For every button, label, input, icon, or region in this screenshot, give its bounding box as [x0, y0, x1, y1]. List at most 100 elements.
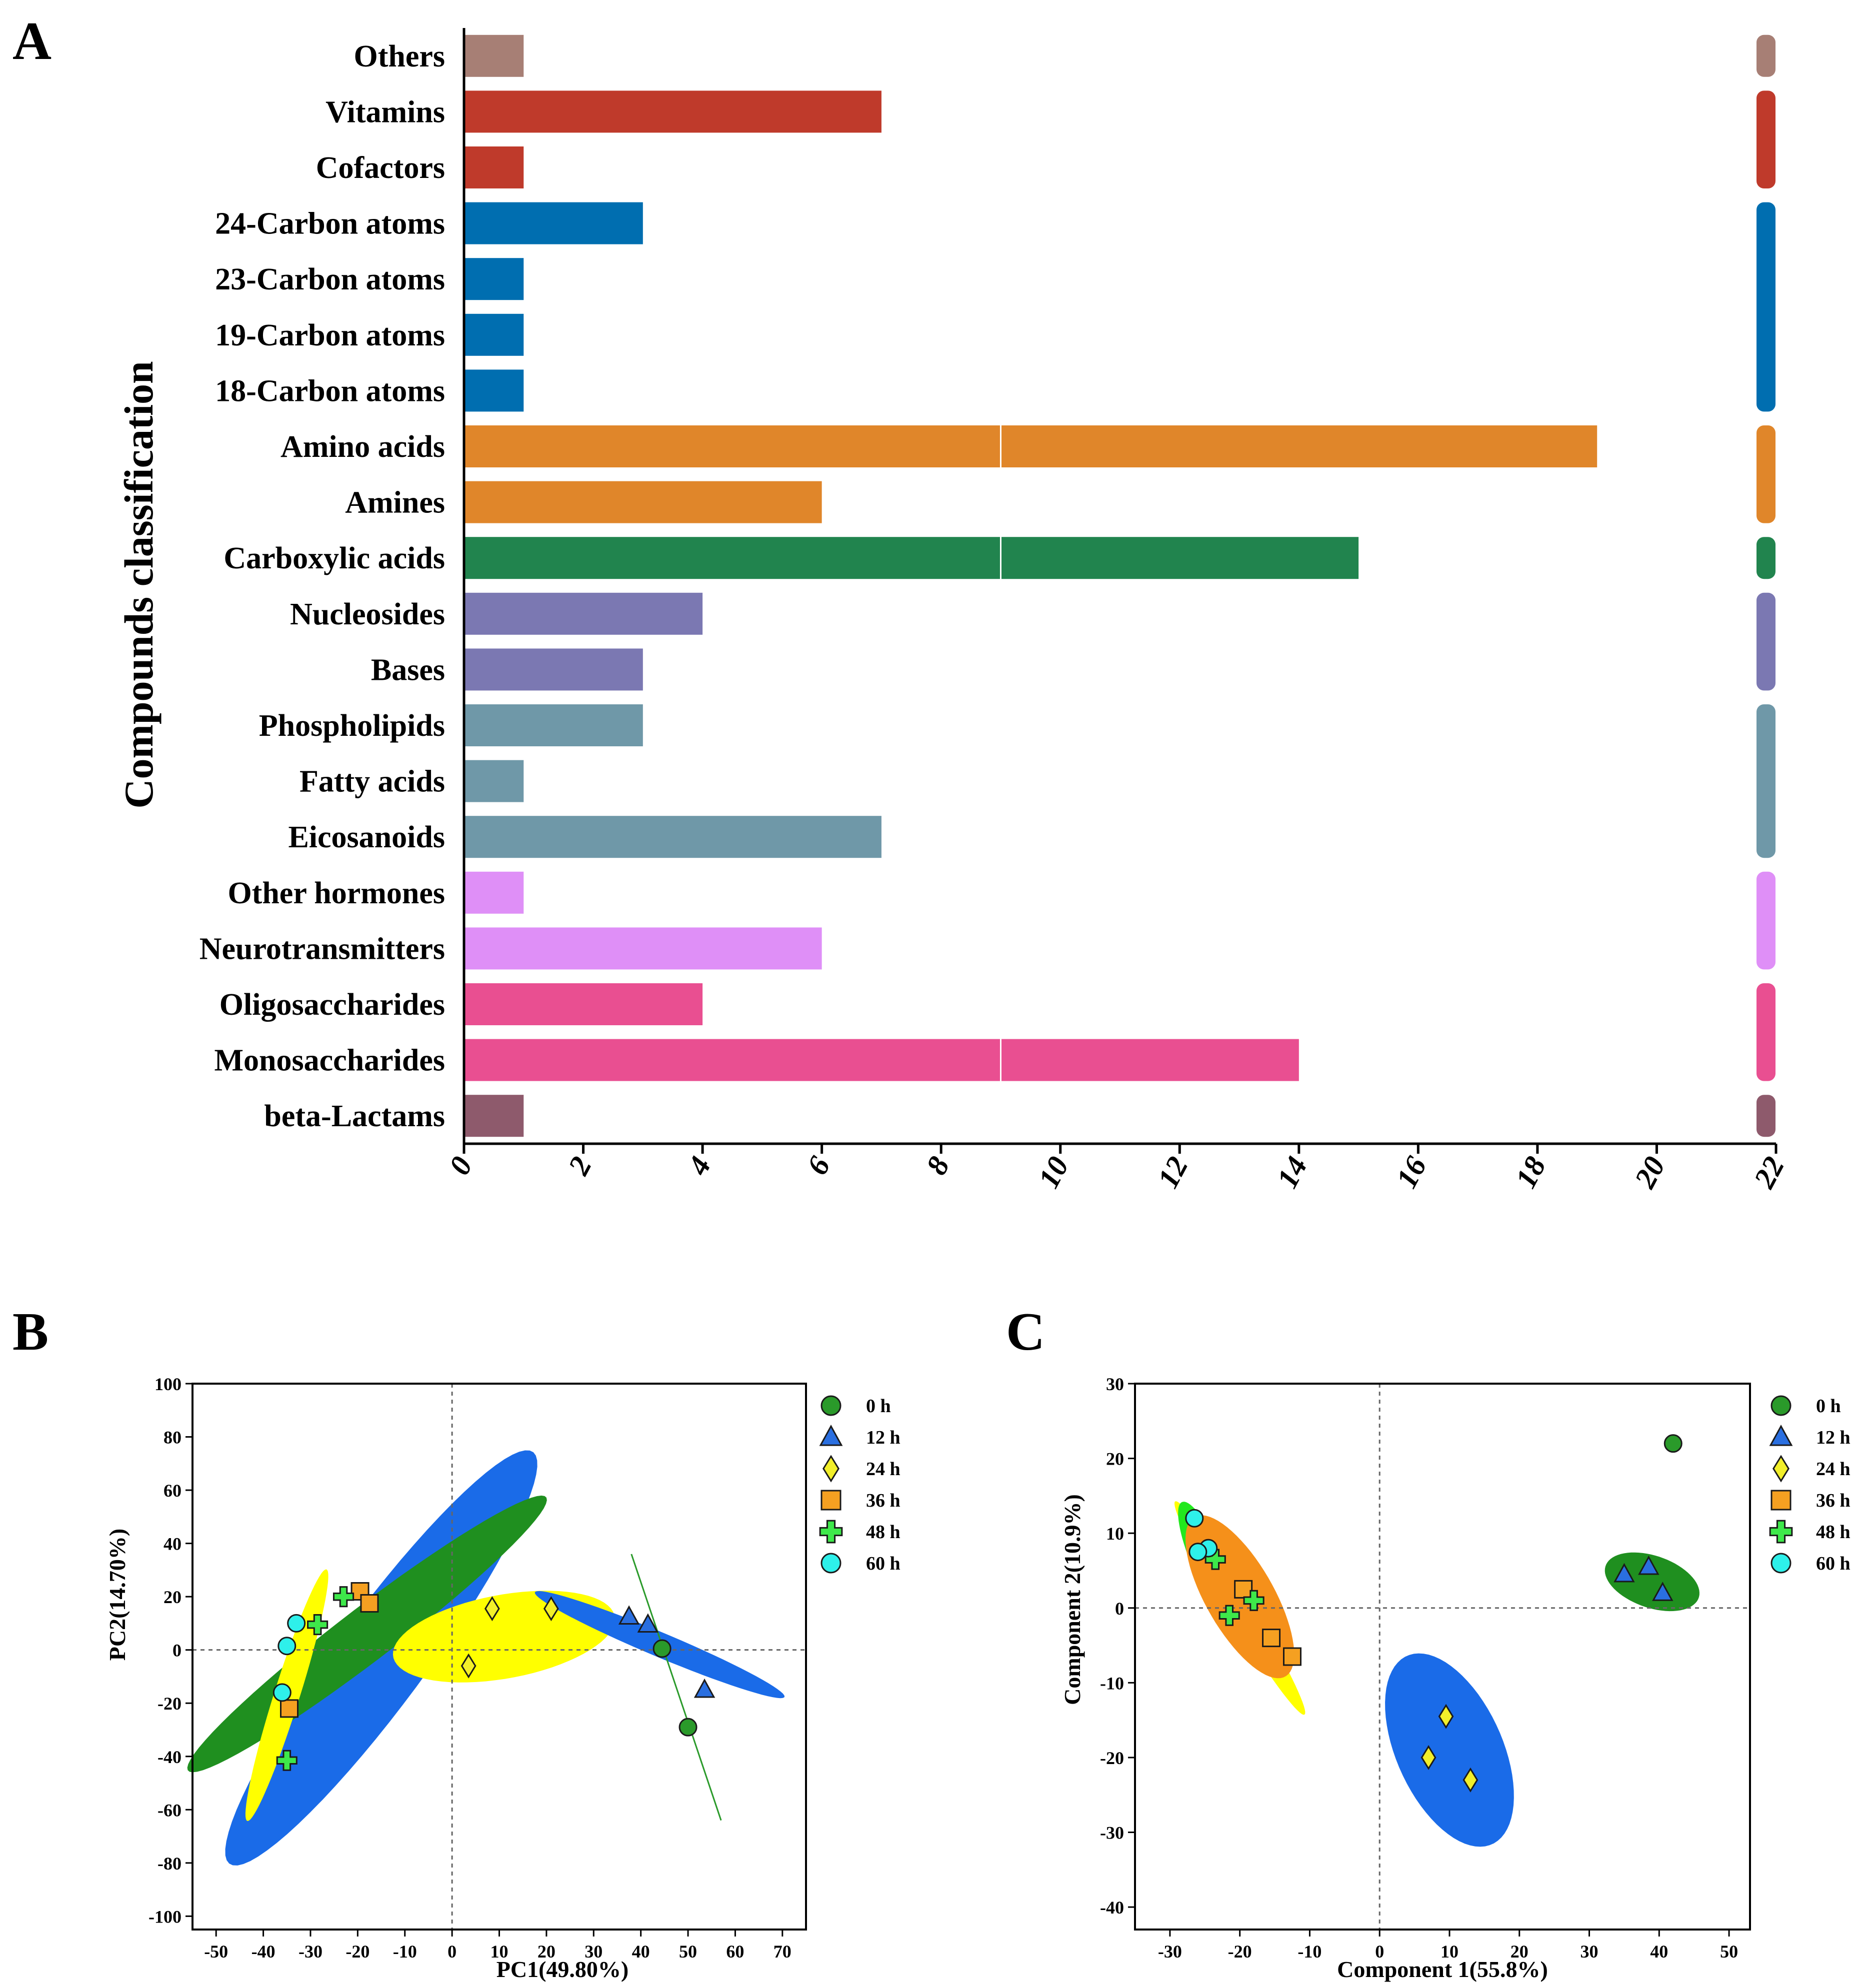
- legend-marker-0-h: [1770, 1395, 1792, 1416]
- y-tick-label: -40: [158, 1747, 182, 1767]
- category-label-others: Others: [354, 39, 445, 73]
- x-tick-label: -20: [1228, 1942, 1252, 1962]
- point-48-h-0: [332, 1586, 354, 1608]
- group-bar-5: [1756, 592, 1776, 691]
- point-12-h-0: [1614, 1563, 1635, 1583]
- bars: [464, 34, 1598, 1137]
- point-0-h-1: [678, 1718, 698, 1737]
- point-12-h-2: [1652, 1582, 1674, 1601]
- bar-18-carbon-atoms: [464, 369, 524, 412]
- y-tick-label: 0: [1115, 1599, 1124, 1619]
- category-label-amino-acids: Amino acids: [280, 430, 445, 464]
- legend-item-12-h: 12 h: [819, 1425, 900, 1448]
- ellipse-24-h-3: [392, 1591, 615, 1683]
- legend-marker-60-h: [820, 1553, 842, 1574]
- x-tick-label: 50: [1720, 1942, 1738, 1962]
- category-label-nucleosides: Nucleosides: [290, 597, 445, 631]
- y-axis-title: Compounds classification: [116, 361, 162, 808]
- x-tick-label: -20: [346, 1942, 370, 1962]
- bar-beta-lactams: [464, 1095, 524, 1137]
- legend-label: 60 h: [1816, 1553, 1850, 1574]
- category-label-23-carbon-atoms: 23-Carbon atoms: [215, 262, 445, 296]
- category-label-eicosanoids: Eicosanoids: [288, 820, 445, 854]
- x-tick-label: 0: [448, 1942, 456, 1962]
- x-tick-label: -30: [1158, 1942, 1182, 1962]
- legend-label: 0 h: [866, 1396, 891, 1417]
- bar-23-carbon-atoms: [464, 258, 524, 300]
- bar-amines: [464, 481, 822, 523]
- x-tick-label: 30: [1580, 1942, 1598, 1962]
- legend-item-48-h: 48 h: [1769, 1520, 1850, 1544]
- legend-label: 24 h: [866, 1459, 900, 1480]
- category-label-vitamins: Vitamins: [326, 95, 445, 129]
- y-tick-label: 0: [172, 1641, 182, 1661]
- point-36-h-0: [1234, 1580, 1253, 1599]
- panel-b-pca-plot: -50 -40 -30 -20 -10 0 10 20 30 40 50 60 70-100-80-60…: [104, 1374, 900, 1982]
- y-tick-label: -30: [1100, 1823, 1124, 1843]
- legend-label: 12 h: [1816, 1427, 1850, 1448]
- x-tick-label: 50: [679, 1942, 697, 1962]
- point-48-h-1: [1243, 1590, 1264, 1611]
- category-label-24-carbon-atoms: 24-Carbon atoms: [215, 207, 445, 241]
- zero-lines: [192, 1384, 806, 1930]
- legend-label: 60 h: [866, 1553, 900, 1574]
- y-tick-label: 10: [1106, 1524, 1124, 1544]
- legend-marker-48-h: [819, 1520, 843, 1544]
- legend-item-24-h: 24 h: [822, 1455, 900, 1483]
- group-bar-9: [1756, 1095, 1776, 1137]
- bar-amino-acids: [464, 425, 1598, 467]
- y-tick-label: 40: [164, 1534, 182, 1554]
- x-tick-label: -10: [393, 1942, 417, 1962]
- panel-c-label: C: [1006, 1302, 1045, 1362]
- point-24-h-2: [1462, 1767, 1478, 1793]
- bar-nucleosides: [464, 592, 703, 635]
- group-bar-1: [1756, 90, 1776, 188]
- legend-label: 36 h: [1816, 1490, 1850, 1511]
- legend-marker-60-h: [1770, 1553, 1792, 1574]
- category-label-monosaccharides: Monosaccharides: [214, 1044, 445, 1078]
- point-24-h-0: [1438, 1704, 1454, 1729]
- zero-lines: [1135, 1384, 1750, 1930]
- point-60-h-0: [287, 1614, 306, 1633]
- legend-marker-24-h: [822, 1455, 840, 1483]
- legend-marker-36-h: [1770, 1490, 1792, 1511]
- bar-cofactors: [464, 146, 524, 188]
- point-0-h-0: [1664, 1434, 1682, 1453]
- fit-line-0-h: [630, 1554, 722, 1821]
- y-tick-label: -40: [1100, 1898, 1124, 1918]
- point-36-h-1: [1262, 1629, 1281, 1648]
- point-24-h-0: [484, 1596, 500, 1622]
- category-label-fatty-acids: Fatty acids: [300, 765, 445, 799]
- y-tick-label: 20: [164, 1587, 182, 1607]
- point-48-h-2: [276, 1750, 298, 1771]
- point-60-h-2: [1188, 1543, 1208, 1562]
- y-axis-title: PC2(14.70%): [104, 1529, 130, 1661]
- x-tick-label: -10: [1298, 1942, 1322, 1962]
- bar-neurotransmitters: [464, 927, 822, 970]
- bar-fatty-acids: [464, 760, 524, 802]
- bar-24-carbon-atoms: [464, 202, 643, 244]
- axes: [462, 28, 1776, 1145]
- x-tick-label: 20: [1510, 1942, 1528, 1962]
- axis-ticks: -50 -40 -30 -20 -10 0 10 20 30 40 50 60 70-100-80-60…: [148, 1374, 792, 1962]
- x-tick-label: 40: [632, 1942, 650, 1962]
- legend-item-12-h: 12 h: [1769, 1425, 1850, 1448]
- x-axis-title: PC1(49.80%): [496, 1957, 628, 1982]
- x-tick-label: 70: [774, 1942, 792, 1962]
- category-label-19-carbon-atoms: 19-Carbon atoms: [215, 318, 445, 352]
- panel-c-plsda-plot: -30 -20 -10 0 10 20 30 40 50-40-30-20-100102030 …: [1060, 1374, 1850, 1982]
- axis-ticks: -30 -20 -10 0 10 20 30 40 50 -40 -30 -20 -10 0 10 20 30: [1100, 1374, 1738, 1962]
- legend-marker-0-h: [820, 1395, 842, 1416]
- y-tick-label: 20: [1106, 1449, 1124, 1469]
- group-bar-7: [1756, 871, 1776, 970]
- legend-label: 0 h: [1816, 1396, 1841, 1417]
- category-label-oligosaccharides: Oligosaccharides: [220, 988, 445, 1022]
- point-24-h-1: [543, 1596, 559, 1622]
- point-24-h-2: [460, 1653, 476, 1679]
- y-tick-label: 30: [1106, 1374, 1124, 1394]
- legend-marker-48-h: [1769, 1520, 1793, 1544]
- category-label-neurotransmitters: Neurotransmitters: [200, 932, 445, 966]
- plot-frame: [1134, 1383, 1751, 1931]
- legend: 0 h 12 h 24 h 36 h 48 h 60 h: [1769, 1395, 1850, 1574]
- x-tick-label: 40: [1650, 1942, 1668, 1962]
